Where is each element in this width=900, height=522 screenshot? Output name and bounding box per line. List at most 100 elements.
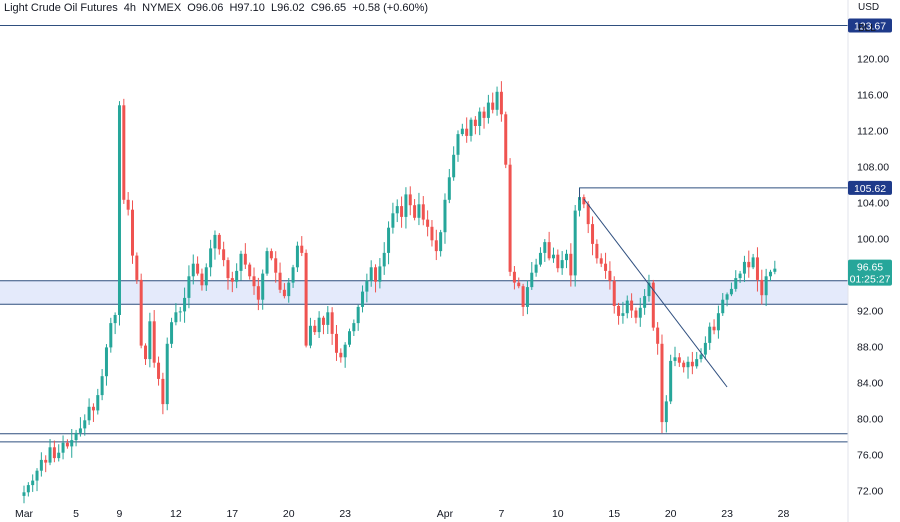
- candle[interactable]: [261, 269, 265, 310]
- candle[interactable]: [716, 305, 720, 339]
- candle[interactable]: [321, 315, 325, 335]
- candle[interactable]: [361, 285, 365, 313]
- candle[interactable]: [560, 251, 564, 275]
- candle[interactable]: [317, 311, 321, 339]
- candle[interactable]: [643, 289, 647, 315]
- candle[interactable]: [213, 230, 217, 260]
- candle[interactable]: [543, 239, 547, 262]
- candle[interactable]: [278, 262, 282, 294]
- candle[interactable]: [482, 106, 486, 129]
- candle[interactable]: [52, 440, 56, 463]
- candle[interactable]: [447, 168, 451, 204]
- candle[interactable]: [686, 356, 690, 379]
- candle[interactable]: [621, 301, 625, 324]
- candle[interactable]: [269, 248, 273, 261]
- candle[interactable]: [495, 86, 499, 116]
- candle[interactable]: [191, 254, 195, 285]
- candle[interactable]: [235, 263, 239, 289]
- candle[interactable]: [282, 283, 286, 299]
- candle[interactable]: [512, 266, 516, 290]
- candle[interactable]: [243, 243, 247, 270]
- candle[interactable]: [204, 263, 208, 291]
- candle[interactable]: [760, 269, 764, 305]
- candle[interactable]: [768, 269, 772, 282]
- candle[interactable]: [669, 354, 673, 405]
- candle[interactable]: [174, 303, 178, 326]
- candle[interactable]: [491, 92, 495, 114]
- candle[interactable]: [248, 262, 252, 280]
- candle[interactable]: [612, 276, 616, 314]
- candle[interactable]: [152, 310, 156, 368]
- candle[interactable]: [634, 307, 638, 324]
- candle[interactable]: [291, 264, 295, 288]
- candle[interactable]: [334, 325, 338, 361]
- candle[interactable]: [131, 200, 134, 264]
- candle[interactable]: [742, 255, 746, 283]
- candle[interactable]: [751, 253, 755, 270]
- candle[interactable]: [729, 282, 733, 297]
- candle[interactable]: [348, 328, 351, 348]
- candle[interactable]: [439, 229, 443, 257]
- candle[interactable]: [35, 468, 39, 492]
- candle[interactable]: [352, 319, 356, 337]
- candle[interactable]: [126, 192, 130, 216]
- candle[interactable]: [157, 356, 161, 386]
- candle[interactable]: [109, 317, 113, 353]
- candle[interactable]: [239, 250, 243, 281]
- candle[interactable]: [165, 337, 169, 411]
- candle[interactable]: [434, 229, 438, 261]
- candle[interactable]: [374, 264, 378, 293]
- candle[interactable]: [391, 202, 395, 234]
- candle[interactable]: [200, 268, 204, 291]
- candle[interactable]: [421, 196, 425, 226]
- candle[interactable]: [78, 417, 82, 437]
- candle[interactable]: [478, 107, 482, 136]
- candle[interactable]: [365, 273, 369, 303]
- candle[interactable]: [135, 252, 139, 284]
- candle[interactable]: [499, 81, 503, 122]
- candle[interactable]: [356, 304, 360, 331]
- candle[interactable]: [65, 439, 69, 449]
- candle[interactable]: [725, 292, 729, 307]
- candle[interactable]: [413, 199, 417, 221]
- candle[interactable]: [295, 241, 299, 273]
- candle[interactable]: [39, 452, 43, 477]
- currency-code[interactable]: USD: [858, 2, 880, 13]
- candle[interactable]: [465, 117, 469, 143]
- candle[interactable]: [304, 249, 308, 348]
- candle[interactable]: [703, 336, 707, 360]
- candle[interactable]: [70, 429, 74, 458]
- candle[interactable]: [456, 130, 460, 162]
- candle[interactable]: [690, 351, 694, 375]
- candle[interactable]: [469, 117, 473, 142]
- candle[interactable]: [226, 257, 230, 290]
- candle[interactable]: [504, 111, 508, 169]
- candle[interactable]: [452, 146, 456, 181]
- candle[interactable]: [712, 319, 716, 335]
- candle[interactable]: [604, 252, 608, 279]
- candle[interactable]: [591, 216, 595, 256]
- candle[interactable]: [395, 199, 399, 223]
- candle[interactable]: [595, 239, 599, 264]
- candle[interactable]: [404, 187, 408, 229]
- interval-label[interactable]: 4h: [123, 2, 137, 14]
- candle[interactable]: [673, 346, 677, 367]
- candle[interactable]: [547, 231, 551, 261]
- candle[interactable]: [196, 256, 200, 276]
- candle[interactable]: [617, 302, 621, 325]
- candle[interactable]: [530, 261, 534, 290]
- candle[interactable]: [508, 158, 512, 277]
- candle[interactable]: [274, 251, 278, 283]
- candle[interactable]: [695, 351, 699, 369]
- candle[interactable]: [57, 444, 61, 462]
- candle[interactable]: [148, 312, 152, 368]
- candle[interactable]: [473, 116, 477, 135]
- candle[interactable]: [660, 334, 664, 434]
- candle[interactable]: [308, 317, 312, 349]
- candle[interactable]: [551, 247, 555, 263]
- candle[interactable]: [400, 196, 404, 228]
- candle[interactable]: [117, 101, 121, 326]
- candle[interactable]: [139, 273, 143, 349]
- candle[interactable]: [521, 283, 525, 317]
- candle[interactable]: [460, 123, 464, 137]
